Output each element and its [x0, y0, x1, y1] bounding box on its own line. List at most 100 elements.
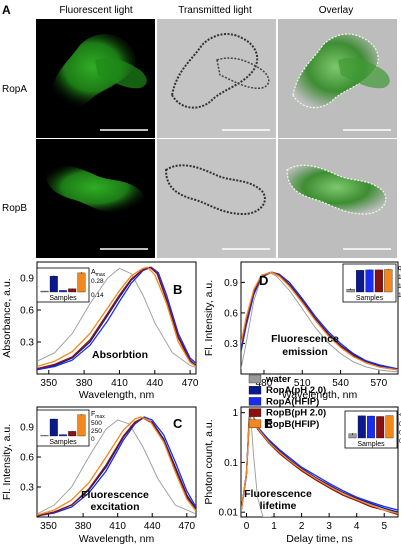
series-line	[37, 267, 196, 369]
y-tick-label: 0.9	[224, 278, 238, 289]
inset-x-label: Samples	[49, 295, 77, 302]
panel-annotation: emission	[282, 346, 328, 358]
y-axis-label: Photon count, a.u.	[203, 419, 215, 504]
inset-bar-chart: Samples <τ>, ns 0.1 0.010.001	[344, 410, 401, 449]
legend-label: RopB(HFIP)	[266, 419, 319, 430]
y-tick-label: 0.3	[20, 338, 34, 349]
y-tick-label: 0.9	[20, 423, 34, 434]
inset-title: q	[398, 265, 401, 272]
series-line	[241, 271, 398, 371]
col-header-transmitted: Transmitted light	[178, 5, 252, 16]
legend-label: water	[265, 374, 291, 385]
legend-label: RopA(HFIP)	[266, 396, 319, 407]
col-header-fluorescent: Fluorescent light	[59, 5, 133, 16]
legend-swatch	[248, 397, 262, 406]
micrograph-ropb-transmitted	[157, 139, 276, 258]
x-tick-label: 350	[40, 378, 57, 389]
y-tick-label: 1	[232, 408, 238, 419]
x-axis-label: Wavelength, nm	[79, 389, 155, 401]
inset-bar	[68, 288, 77, 293]
y-tick-label: 0.6	[224, 308, 238, 319]
x-tick-label: 510	[294, 378, 311, 389]
series-line	[37, 416, 196, 516]
x-tick-label: 540	[332, 378, 349, 389]
x-tick-label: 350	[40, 521, 57, 532]
series-line	[37, 266, 196, 370]
inset-y-tick-label: 10⁻²	[398, 274, 401, 281]
panel-annotation: Fluorescence	[271, 333, 339, 345]
panel-c-excitation-chart: 350 380 410 440 470 0.3 0.6 0.9 Wavelength, nm Fl…	[1, 406, 197, 545]
inset-bar	[357, 415, 366, 439]
inset-bar	[367, 415, 375, 439]
y-tick-label: 0.1	[224, 458, 238, 469]
y-tick-label: 0.3	[224, 339, 238, 350]
panel-letter: D	[259, 273, 268, 288]
series-line	[37, 266, 196, 368]
row-label-ropb: RopB	[2, 203, 27, 214]
y-axis-label: Absorbance, a.u.	[1, 278, 13, 357]
inset-y-tick-label: 0.01	[399, 430, 401, 437]
series-line	[241, 271, 398, 373]
x-tick-label: 440	[144, 521, 161, 532]
row-label-ropa: RopA	[2, 84, 27, 95]
y-axis-label: Fl. Intensity, a.u.	[1, 424, 13, 500]
series-line	[37, 417, 196, 517]
micrograph-ropa-transmitted	[157, 19, 276, 138]
inset-title: Fmax	[91, 411, 105, 420]
inset-title: <τ>, ns	[399, 412, 401, 419]
inset-bar	[49, 275, 58, 293]
y-tick-label: 0.9	[20, 274, 34, 285]
inset-bar	[365, 269, 374, 293]
inset-bar	[77, 272, 86, 293]
x-tick-label: 4	[354, 521, 360, 532]
series-line	[241, 271, 398, 370]
x-tick-label: 480	[256, 378, 273, 389]
series-line	[37, 416, 196, 517]
x-tick-label: 5	[381, 521, 387, 532]
inset-x-label: Samples	[357, 441, 385, 448]
x-tick-label: 410	[111, 378, 128, 389]
series-line	[37, 266, 196, 371]
y-tick-label: 0.01	[219, 508, 239, 519]
panel-letter: C	[173, 416, 183, 431]
inset-bar	[385, 415, 394, 439]
x-tick-label: 410	[109, 521, 126, 532]
panel-d-emission-chart: 480 510 540 570 0.3 0.6 0.9 Wavelength, nm Fl. I…	[203, 261, 401, 401]
micrograph-ropb-fluorescent	[36, 139, 155, 258]
legend-label: RopB(pH 2.0)	[266, 408, 326, 419]
inset-bar	[376, 416, 385, 439]
x-tick-label: 440	[146, 378, 163, 389]
x-tick-label: 570	[371, 378, 388, 389]
x-tick-label: 0	[244, 521, 250, 532]
inset-bar	[384, 269, 393, 293]
inset-y-tick-label: 10⁻⁴	[398, 292, 401, 299]
x-tick-label: 380	[75, 521, 92, 532]
legend-swatch	[248, 374, 262, 384]
micrograph-ropb-overlay	[278, 139, 397, 258]
x-axis-label: Delay time, ns	[286, 533, 353, 545]
inset-bar	[356, 270, 365, 293]
legend-swatch	[248, 386, 262, 395]
inset-y-tick-label: 0	[91, 436, 95, 443]
micrograph-ropa-overlay	[278, 19, 397, 138]
x-axis-label: Wavelength, nm	[79, 533, 155, 545]
micrograph-ropa-fluorescent	[36, 19, 155, 138]
panel-annotation: lifetime	[260, 500, 297, 512]
inset-y-tick-label: 0.001	[399, 438, 401, 445]
inset-title: Amax	[91, 269, 106, 278]
inset-bar	[77, 414, 86, 437]
series-line	[37, 419, 196, 515]
panel-a-letter: A	[2, 3, 11, 17]
inset-y-tick-label: 0.1	[399, 421, 401, 428]
x-tick-label: 470	[178, 521, 195, 532]
legend-label: RopA(pH 2.0)	[266, 385, 326, 396]
inset-bar	[68, 431, 77, 437]
inset-bar-chart: Samples q 10⁻² 10⁻³ 10⁻⁴	[342, 263, 401, 303]
panel-b-absorption-chart: 350 380 410 440 470 0.3 0.6 0.9 Wavelength, nm Ab…	[1, 261, 199, 401]
x-tick-label: 470	[182, 378, 199, 389]
inset-y-tick-label: 0.28	[91, 278, 104, 285]
inset-y-tick-label: 250	[91, 428, 102, 435]
